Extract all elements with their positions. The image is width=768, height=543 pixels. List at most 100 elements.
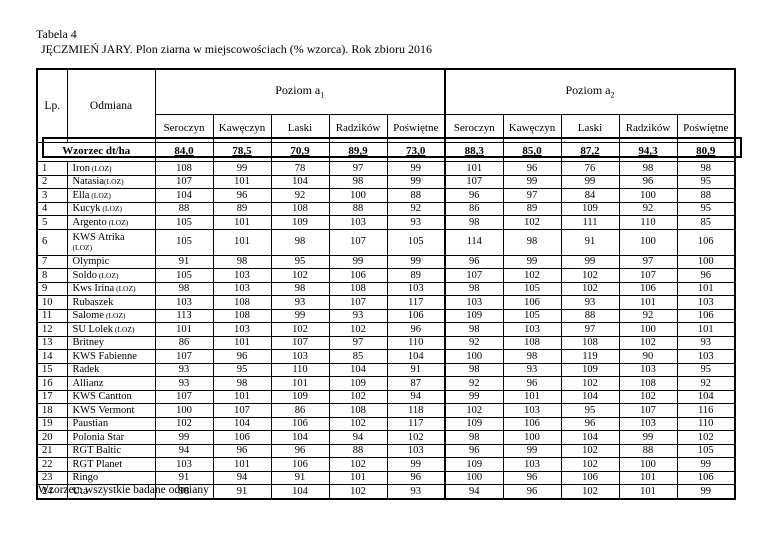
value-cell: 86: [154, 335, 214, 350]
results-table: Lp. Odmiana Poziom a1 Poziom a2 Seroczyn…: [36, 68, 736, 500]
location-header-a2-0: Seroczyn: [444, 114, 504, 143]
value-cell: 108: [328, 403, 388, 418]
column-header-poziom-a2: Poziom a2: [444, 68, 736, 115]
value-cell: 107: [270, 335, 330, 350]
value-cell: 95: [676, 174, 736, 189]
value-cell: 108: [212, 295, 272, 310]
value-cell: 98: [444, 215, 504, 230]
value-cell: 109: [560, 362, 620, 377]
variety-name-text: Ringo: [72, 472, 99, 484]
value-cell: 95: [676, 362, 736, 377]
value-cell: 109: [444, 416, 504, 431]
variety-name: Radek: [66, 362, 156, 377]
value-cell: 106: [502, 416, 562, 431]
poziom-a2-subscript: 2: [610, 90, 615, 100]
value-cell: 88: [676, 188, 736, 203]
location-header-a1-4: Poświętne: [386, 114, 446, 143]
location-header-a1-2: Laski: [270, 114, 330, 143]
wzorzec-value: 89,9: [328, 142, 388, 162]
wzorzec-value: 88,3: [444, 142, 504, 162]
value-cell: 102: [502, 268, 562, 283]
value-cell: 104: [386, 349, 446, 364]
value-cell: 88: [328, 201, 388, 216]
table-row: 21 RGT Baltic 94 96 96 88 103 96 99 102 88 105: [36, 443, 736, 458]
variety-name: Britney: [66, 335, 156, 350]
value-cell: 103: [502, 403, 562, 418]
value-cell: 101: [618, 295, 678, 310]
value-cell: 103: [212, 281, 272, 296]
value-cell: 107: [444, 174, 504, 189]
variety-name-text: Allianz: [72, 377, 104, 389]
value-cell: 102: [328, 389, 388, 404]
table-row: 19 Paustian 102 104 106 102 117 109 106 96 103 110: [36, 416, 736, 431]
value-cell: 102: [502, 215, 562, 230]
table-row: 13 Britney 86 101 107 97 110 92 108 108 102 93: [36, 335, 736, 350]
value-cell: 93: [328, 308, 388, 323]
value-cell: 91: [560, 228, 620, 256]
value-cell: 101: [676, 281, 736, 296]
value-cell: 96: [502, 484, 562, 499]
value-cell: 95: [212, 362, 272, 377]
value-cell: 108: [328, 281, 388, 296]
value-cell: 104: [676, 389, 736, 404]
value-cell: 96: [444, 188, 504, 203]
row-number: 21: [36, 443, 68, 458]
variety-name: Olympic: [66, 254, 156, 269]
value-cell: 107: [154, 389, 214, 404]
value-cell: 105: [502, 308, 562, 323]
value-cell: 92: [386, 201, 446, 216]
table-row: 20 Polonia Star 99 106 104 94 102 98 100 104 99 102: [36, 430, 736, 445]
table-row: 1 Iron (LOZ) 108 99 78 97 99 101 96 76 98 98: [36, 161, 736, 176]
variety-name-text: Soldo: [72, 269, 98, 281]
value-cell: 95: [560, 403, 620, 418]
value-cell: 109: [444, 308, 504, 323]
wzorzec-label: Wzorzec dt/ha: [36, 142, 156, 162]
value-cell: 102: [618, 389, 678, 404]
row-number: 9: [36, 281, 68, 296]
variety-name: Argento (LOZ): [66, 215, 156, 230]
value-cell: 98: [444, 281, 504, 296]
value-cell: 92: [444, 376, 504, 391]
value-cell: 94: [154, 443, 214, 458]
table-row: 5 Argento (LOZ) 105 101 109 103 93 98 102 111 110 8…: [36, 215, 736, 230]
variety-name-text: Argento: [72, 216, 107, 228]
value-cell: 97: [560, 322, 620, 337]
value-cell: 88: [328, 443, 388, 458]
value-cell: 101: [212, 335, 272, 350]
value-cell: 102: [328, 416, 388, 431]
table-row: 15 Radek 93 95 110 104 91 98 93 109 103 95: [36, 362, 736, 377]
value-cell: 100: [444, 349, 504, 364]
value-cell: 99: [270, 308, 330, 323]
variety-name: Polonia Star: [66, 430, 156, 445]
value-cell: 99: [560, 174, 620, 189]
variety-loz-suffix: (LOZ): [113, 324, 135, 334]
value-cell: 103: [676, 349, 736, 364]
value-cell: 99: [676, 484, 736, 499]
location-header-a1-3: Radzików: [328, 114, 388, 143]
location-header-a2-2: Laski: [560, 114, 620, 143]
value-cell: 107: [212, 403, 272, 418]
value-cell: 100: [618, 322, 678, 337]
value-cell: 114: [444, 228, 504, 256]
value-cell: 92: [444, 335, 504, 350]
value-cell: 84: [560, 188, 620, 203]
value-cell: 96: [270, 443, 330, 458]
value-cell: 92: [676, 376, 736, 391]
value-cell: 99: [676, 457, 736, 472]
value-cell: 102: [270, 322, 330, 337]
variety-name-text: Iron: [72, 162, 91, 174]
value-cell: 98: [676, 161, 736, 176]
row-number: 2: [36, 174, 68, 189]
value-cell: 91: [386, 362, 446, 377]
value-cell: 101: [502, 389, 562, 404]
wzorzec-value: 94,3: [618, 142, 678, 162]
variety-name: RGT Baltic: [66, 443, 156, 458]
variety-loz-suffix: (LOZ): [114, 284, 136, 294]
value-cell: 103: [270, 349, 330, 364]
table-row: 9 Kws Irina (LOZ) 98 103 98 108 103 98 105 102 106…: [36, 281, 736, 296]
value-cell: 117: [386, 416, 446, 431]
value-cell: 101: [212, 215, 272, 230]
value-cell: 109: [444, 457, 504, 472]
value-cell: 98: [154, 281, 214, 296]
value-cell: 105: [502, 281, 562, 296]
